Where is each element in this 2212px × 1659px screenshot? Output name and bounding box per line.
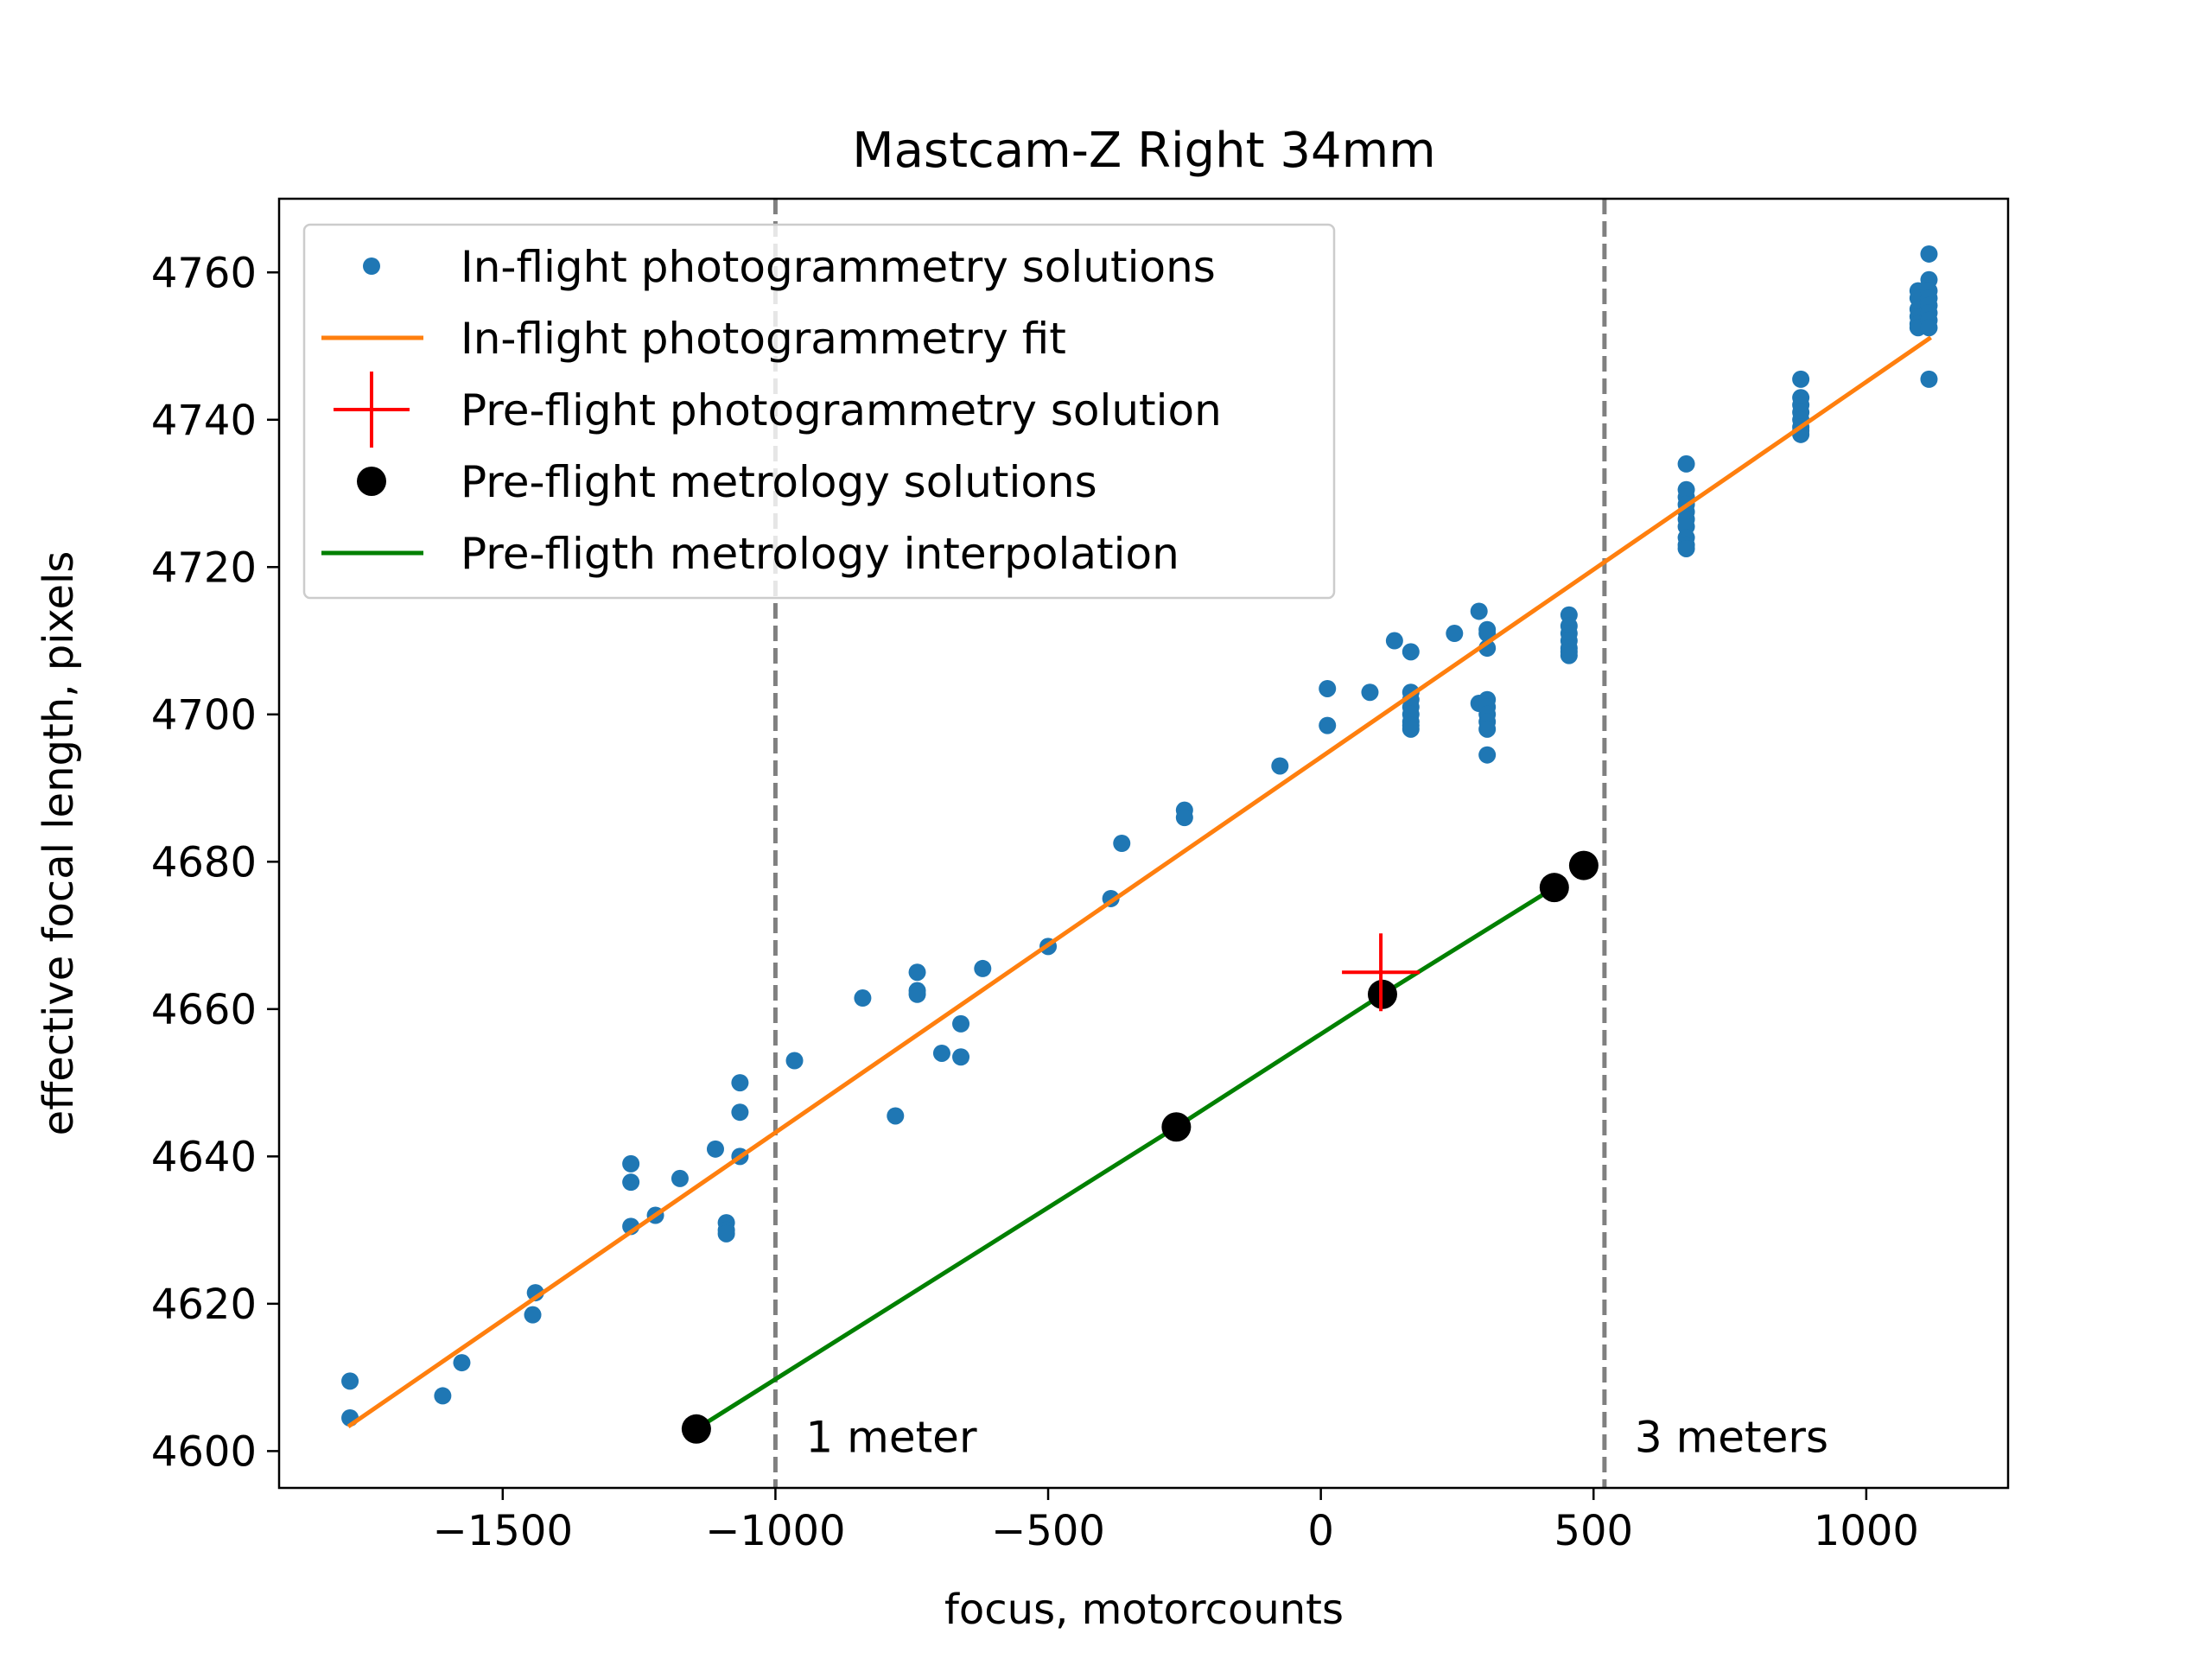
axes-frame [277,197,2010,1490]
x-tick-label: −500 [991,1507,1105,1555]
data-point [731,1074,749,1092]
legend-label: In-flight photogrammetry solutions [461,242,1216,292]
x-tick-label: −1500 [433,1507,573,1555]
series-line [346,335,1932,1428]
legend-label: Pre-fligth metrology interpolation [461,529,1179,579]
data-point [731,1103,749,1122]
axis-ticks: −1500 −1000 −500 0 500 1000 4600 4620 4640 4660 46… [151,249,1919,1555]
x-axis-label: focus, motorcounts [944,1586,1344,1634]
data-point [887,1107,905,1125]
data-point [717,1224,735,1243]
data-point [1361,683,1379,702]
data-point [1920,370,1938,388]
data-point [1792,370,1810,388]
data-point [622,1154,640,1173]
data-point [1271,757,1289,775]
y-tick-label: 4760 [151,249,257,297]
series-line [693,884,1558,1433]
y-tick-label: 4740 [151,397,257,445]
data-point [854,989,872,1007]
y-tick-label: 4680 [151,838,257,887]
legend-marker-point [363,257,380,275]
data-point [952,1048,970,1066]
data-point [1920,245,1938,263]
legend-label: Pre-flight photogrammetry solution [461,385,1222,435]
data-point [908,963,926,982]
data-point [1478,720,1497,738]
data-point [1385,632,1403,650]
legend-marker-big-point [357,467,386,496]
reference-line-label: 1 meter [805,1412,977,1462]
data-point [1402,643,1420,661]
data-point [952,1014,970,1033]
legend-label: In-flight photogrammetry fit [461,314,1066,364]
x-tick-label: −1000 [705,1507,845,1555]
data-point [932,1044,950,1062]
data-point [1319,716,1337,734]
data-point [1677,454,1695,473]
y-tick-label: 4620 [151,1281,257,1329]
metrology-point [1539,873,1569,903]
y-tick-label: 4660 [151,986,257,1034]
y-axis-label: effective focal length, pixels [35,551,83,1136]
data-point [453,1354,471,1372]
y-tick-label: 4600 [151,1427,257,1476]
data-point [524,1306,542,1324]
data-point [622,1173,640,1192]
data-point [1175,809,1193,827]
x-tick-label: 0 [1307,1507,1334,1555]
data-point [1113,835,1131,852]
data-point [1319,679,1337,697]
data-point [974,959,992,977]
x-tick-label: 500 [1554,1507,1633,1555]
data-series [341,245,1938,1444]
data-point [706,1140,724,1158]
y-tick-label: 4640 [151,1133,257,1181]
data-point [1470,602,1488,620]
metrology-point [1568,850,1599,880]
legend: In-flight photogrammetry solutions In-fli… [302,223,1336,600]
legend-label: Pre-flight metrology solutions [461,457,1097,507]
data-point [1478,746,1497,764]
x-tick-label: 1000 [1814,1507,1919,1555]
y-tick-label: 4720 [151,543,257,592]
data-point [1560,646,1578,664]
metrology-point [681,1414,711,1444]
reference-line-label: 3 meters [1635,1412,1828,1462]
data-point [1677,539,1695,557]
y-tick-label: 4700 [151,691,257,740]
data-point [434,1387,452,1405]
data-point [341,1372,359,1390]
data-point [671,1169,689,1187]
data-point [908,985,926,1003]
data-point [1402,720,1420,738]
metrology-point [1161,1112,1192,1142]
data-point [1446,625,1464,643]
legend-box [302,223,1336,600]
chart-title: Mastcam-Z Right 34mm [852,123,1435,179]
data-point [1920,319,1938,337]
data-point [785,1052,804,1070]
